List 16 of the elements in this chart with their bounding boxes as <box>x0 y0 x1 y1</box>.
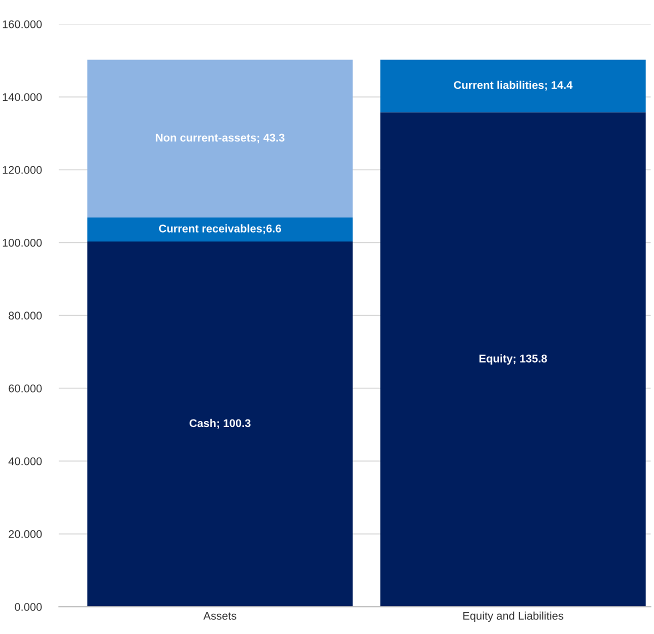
data-label: Equity; 135.8 <box>479 354 547 365</box>
x-tick-label: Assets <box>203 612 236 620</box>
y-tick-label: 40.000 <box>8 457 42 466</box>
y-tick-label: 60.000 <box>8 384 42 392</box>
data-label: Non current-assets; 43.3 <box>156 134 284 144</box>
data-label: Current liabilities; 14.4 <box>454 80 573 91</box>
y-tick-label: 20.000 <box>8 530 42 538</box>
y-tick-label: 140.000 <box>2 93 42 102</box>
data-label: Cash; 100.3 <box>190 418 250 429</box>
y-tick-label: 80.000 <box>8 312 42 320</box>
y-tick-label: 120.000 <box>2 166 42 174</box>
y-tick-label: 160.000 <box>2 20 42 28</box>
y-tick-label: 0.000 <box>14 603 42 611</box>
data-label: Current receivables;6.6 <box>159 224 282 234</box>
x-tick-label: Equity and Liabilities <box>463 612 564 622</box>
y-tick-label: 100.000 <box>2 238 42 247</box>
